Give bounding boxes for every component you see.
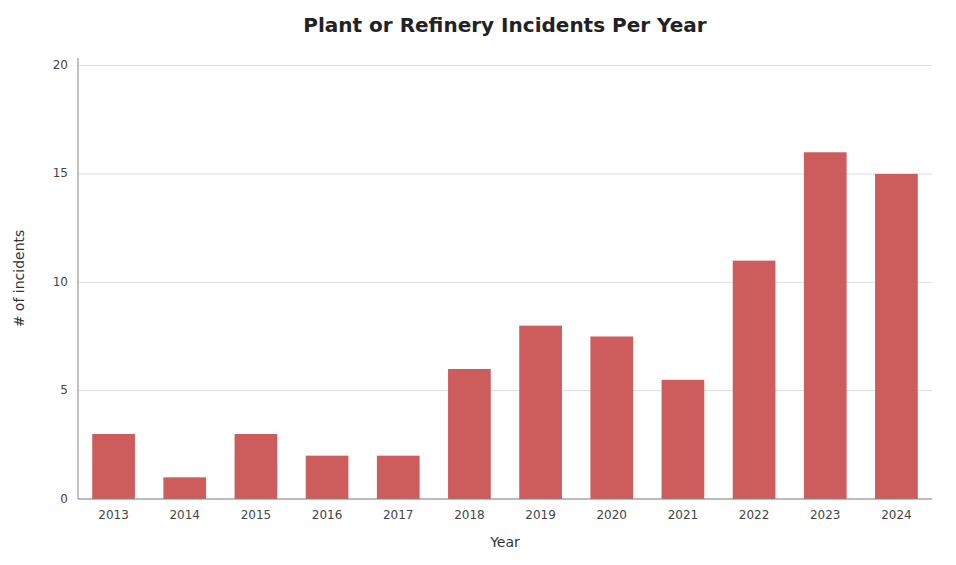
- x-tick-labels: 2013 2014 2015 2016 2017 2018 2019 2020 2021 2022…: [98, 508, 911, 522]
- bar: [92, 434, 135, 499]
- bar: [163, 477, 206, 499]
- y-axis-line: [78, 58, 79, 499]
- bar: [875, 174, 918, 499]
- x-tick-label: 2019: [525, 508, 556, 522]
- x-tick-label: 2015: [241, 508, 272, 522]
- bar: [590, 336, 633, 499]
- bar: [519, 326, 562, 499]
- chart-container: 0 5 10 15 20 2013 2014 2015 2016 2017 2018 2019 2020…: [0, 0, 956, 565]
- x-tick-label: 2017: [383, 508, 414, 522]
- x-tick-label: 2023: [810, 508, 841, 522]
- x-tick-label: 2020: [596, 508, 627, 522]
- chart-title: Plant or Refinery Incidents Per Year: [303, 13, 706, 37]
- y-grid: [78, 66, 932, 499]
- y-tick-label: 15: [53, 166, 68, 180]
- axes: [78, 58, 932, 499]
- bar: [448, 369, 491, 499]
- grid-line: [78, 499, 932, 500]
- y-tick-label: 5: [60, 383, 68, 397]
- y-tick-label: 0: [60, 492, 68, 506]
- grid-line: [78, 65, 932, 66]
- x-axis-label: Year: [489, 534, 520, 550]
- bar: [377, 456, 420, 499]
- y-tick-label: 20: [53, 58, 68, 72]
- bars: [92, 152, 918, 499]
- x-tick-label: 2013: [98, 508, 129, 522]
- bar: [306, 456, 349, 499]
- bar: [235, 434, 278, 499]
- bar: [804, 152, 847, 499]
- x-tick-label: 2018: [454, 508, 485, 522]
- y-tick-labels: 0 5 10 15 20: [53, 58, 68, 505]
- chart-svg: 0 5 10 15 20 2013 2014 2015 2016 2017 2018 2019 2020…: [0, 0, 956, 565]
- y-tick-label: 10: [53, 275, 68, 289]
- bar: [733, 261, 776, 499]
- y-axis-label: # of incidents: [11, 230, 27, 328]
- x-tick-label: 2014: [169, 508, 200, 522]
- x-tick-label: 2024: [881, 508, 912, 522]
- bar: [662, 380, 705, 499]
- x-axis-line: [78, 499, 932, 500]
- x-tick-label: 2022: [739, 508, 770, 522]
- x-tick-label: 2016: [312, 508, 343, 522]
- x-tick-label: 2021: [668, 508, 699, 522]
